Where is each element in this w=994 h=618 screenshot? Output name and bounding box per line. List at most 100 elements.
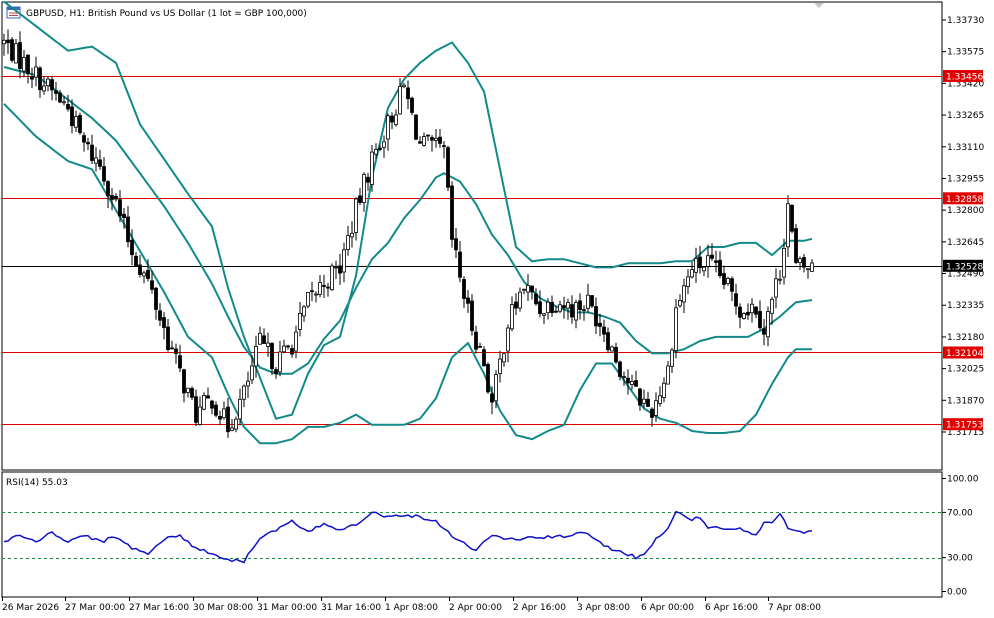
candle-body (314, 293, 318, 296)
candle-body (778, 278, 782, 281)
candle-body (726, 277, 730, 284)
candle-body (2, 39, 6, 45)
candle-body (322, 285, 326, 287)
candle-body (298, 312, 302, 330)
level-price-tag (943, 346, 983, 359)
candle-body (706, 255, 710, 267)
candle-body (578, 300, 582, 310)
candle-body (158, 310, 162, 321)
candle-body (198, 406, 202, 426)
candle-body (114, 195, 118, 200)
candle-body (530, 285, 534, 293)
price-axis: 1.33730 1.33575 1.33420 1.33265 1.33110 1.329… (942, 16, 984, 598)
candle-body (650, 408, 654, 418)
candle-body (754, 306, 758, 315)
price-tick-label: 1.33730 (947, 16, 984, 26)
price-tick-label: 1.32800 (947, 206, 984, 216)
candle-body (202, 394, 206, 410)
candle-body (382, 141, 386, 148)
candle-body (98, 159, 102, 167)
rsi-tick-label: 30.00 (947, 554, 973, 564)
candle-body (410, 97, 414, 113)
candle-body (434, 137, 438, 141)
candle-body (746, 311, 750, 316)
candle-body (242, 385, 246, 400)
current-price-tag-text: 1.32528 (946, 262, 983, 272)
bollinger-upper-line (3, 0, 813, 420)
candle-body (646, 398, 650, 407)
candle-body (26, 54, 30, 75)
candle-body (222, 408, 226, 419)
candle-body (522, 288, 526, 291)
price-tick-label: 1.31715 (947, 428, 984, 438)
candle-body (762, 328, 766, 335)
main-panel[interactable] (1, 1, 943, 471)
candle-body (594, 306, 598, 327)
candle-body (110, 194, 114, 200)
level-price-tag (943, 70, 983, 82)
candle-body (58, 92, 62, 103)
candle-body (414, 114, 418, 140)
candle-body (50, 79, 54, 91)
candle-body (450, 185, 454, 240)
candle-body (206, 395, 210, 399)
candle-body (458, 251, 462, 278)
candle-body (234, 418, 238, 430)
candle-body (350, 232, 354, 238)
candle-body (518, 291, 522, 309)
level-price-tag (943, 418, 983, 431)
scroll-marker-icon[interactable] (814, 3, 824, 8)
candle-body (666, 365, 670, 385)
candle-body (194, 396, 198, 423)
candle-body (714, 260, 718, 263)
candle-body (146, 269, 150, 279)
candle-body (558, 304, 562, 312)
candle-body (334, 266, 338, 269)
candle-body (454, 238, 458, 251)
candle-body (214, 404, 218, 416)
rsi-tick-label: 70.00 (947, 508, 973, 518)
candle-body (118, 199, 122, 217)
time-tick-label: 27 Mar 16:00 (129, 603, 189, 613)
candle-body (550, 301, 554, 313)
candle-body (162, 317, 166, 328)
rsi-panel[interactable] (1, 471, 943, 598)
candle-body (406, 87, 410, 100)
price-tick-label: 1.33575 (947, 48, 984, 58)
candle-body (54, 90, 58, 94)
candle-body (418, 141, 422, 144)
candle-body (62, 101, 66, 104)
candle-body (686, 276, 690, 287)
candle-body (718, 259, 722, 276)
candle-body (378, 147, 382, 150)
candle-body (566, 302, 570, 309)
candle-body (618, 361, 622, 377)
candle-body (358, 195, 362, 203)
candle-body (786, 203, 790, 248)
candle-body (174, 348, 178, 354)
time-tick-label: 3 Apr 08:00 (577, 603, 630, 613)
candle-body (506, 327, 510, 352)
candle-body (582, 308, 586, 311)
candle-body (526, 285, 530, 293)
time-tick-label: 2 Apr 16:00 (513, 603, 566, 613)
candle-body (306, 292, 310, 307)
candle-body (614, 346, 618, 363)
price-tick-label: 1.32180 (947, 333, 984, 343)
candle-body (254, 346, 258, 367)
candle-body (806, 268, 810, 271)
candle-body (94, 157, 98, 164)
candle-body (722, 273, 726, 285)
candle-body (170, 347, 174, 350)
price-tick-label: 1.33420 (947, 79, 984, 89)
level-price-tag-text: 1.33456 (946, 73, 983, 83)
candle-body (442, 145, 446, 148)
time-tick-label: 2 Apr 00:00 (449, 603, 502, 613)
candle-body (698, 256, 702, 269)
candle-body (690, 269, 694, 278)
candle-body (82, 135, 86, 143)
candle-body (790, 204, 794, 232)
candle-body (178, 355, 182, 369)
candle-body (246, 380, 250, 387)
